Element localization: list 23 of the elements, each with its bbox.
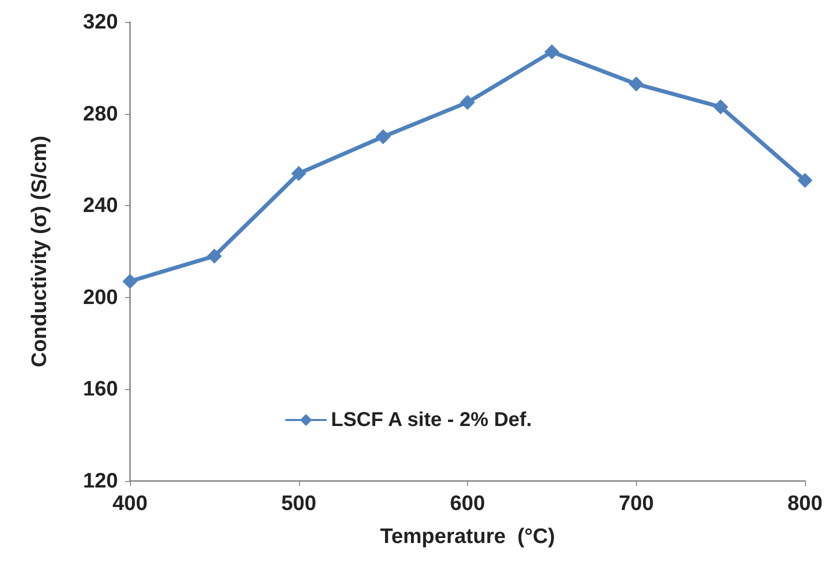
point: [376, 129, 391, 144]
y-tick-label: 280: [82, 102, 118, 126]
x-tick-label: 500: [281, 492, 316, 515]
x-tick-label: 400: [112, 492, 148, 515]
point: [544, 44, 560, 60]
point: [291, 166, 306, 181]
x-tick-label: 600: [450, 492, 486, 515]
y-tick-label: 120: [82, 470, 118, 492]
point: [628, 76, 644, 92]
legend-label: LSCF A site - 2% Def.: [331, 409, 532, 431]
y-tick-label: 320: [82, 10, 118, 34]
point: [713, 99, 728, 114]
point: [122, 274, 138, 289]
y-tick-label: 200: [82, 286, 118, 309]
point: [206, 248, 222, 264]
x-tick-label: 800: [787, 492, 823, 515]
x-axis-title: Temperature (°C): [380, 525, 555, 548]
y-tick-label: 160: [82, 378, 118, 401]
point: [798, 172, 812, 188]
point: [460, 94, 475, 110]
y-tick-label: 240: [82, 194, 118, 218]
x-tick-label: 700: [618, 492, 654, 515]
y-axis-title: Conductivity (σ) (S/cm): [28, 136, 51, 368]
